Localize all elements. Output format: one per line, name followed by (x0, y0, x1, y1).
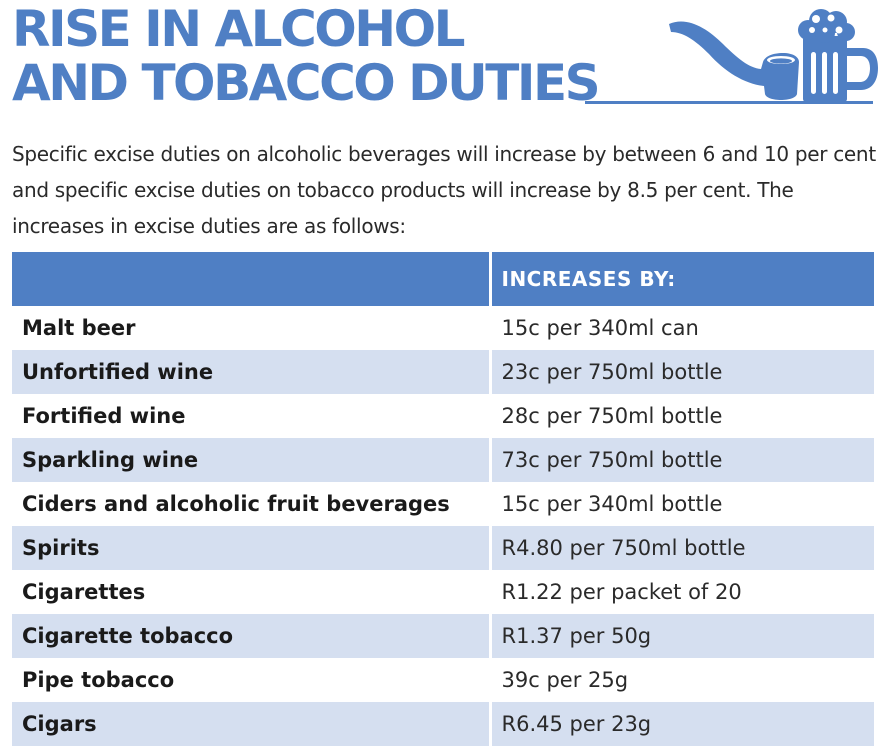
table-row: Pipe tobacco 39c per 25g (12, 658, 874, 702)
table-row: Cigarettes R1.22 per packet of 20 (12, 570, 874, 614)
pipe-icon (669, 21, 799, 101)
row-item: Sparkling wine (12, 438, 492, 482)
row-increase: 23c per 750ml bottle (490, 350, 874, 394)
table-row: Unfortified wine 23c per 750ml bottle (12, 350, 874, 394)
row-item: Unfortified wine (12, 350, 492, 394)
page-title: RISE IN ALCOHOL AND TOBACCO DUTIES (12, 0, 601, 112)
table-row: Malt beer 15c per 340ml can (12, 306, 874, 350)
table-row: Ciders and alcoholic fruit beverages 15c… (12, 482, 874, 526)
row-item: Fortified wine (12, 394, 492, 438)
row-item: Pipe tobacco (12, 658, 492, 702)
table-row: Spirits R4.80 per 750ml bottle (12, 526, 874, 570)
row-item: Cigarette tobacco (12, 614, 492, 658)
row-increase: R6.45 per 23g (490, 702, 874, 746)
row-increase: R1.37 per 50g (490, 614, 874, 658)
row-increase: 28c per 750ml bottle (490, 394, 874, 438)
row-item: Cigars (12, 702, 492, 746)
table-header-row: INCREASES BY: (12, 252, 874, 306)
title-underline (585, 101, 873, 104)
table-row: Sparkling wine 73c per 750ml bottle (12, 438, 874, 482)
header-increases-by: INCREASES BY: (490, 252, 874, 306)
row-item: Ciders and alcoholic fruit beverages (12, 482, 492, 526)
title-line-1: RISE IN ALCOHOL (12, 0, 466, 58)
row-item: Malt beer (12, 306, 492, 350)
row-increase: 39c per 25g (490, 658, 874, 702)
table-row: Cigarette tobacco R1.37 per 50g (12, 614, 874, 658)
duties-table: INCREASES BY: Malt beer 15c per 340ml ca… (12, 252, 874, 746)
beer-mug-icon (798, 9, 878, 102)
row-increase: 15c per 340ml bottle (490, 482, 874, 526)
row-increase: 15c per 340ml can (490, 306, 874, 350)
intro-paragraph: Specific excise duties on alcoholic beve… (12, 142, 876, 238)
row-item: Cigarettes (12, 570, 492, 614)
title-line-2: AND TOBACCO DUTIES (12, 54, 601, 112)
table-row: Fortified wine 28c per 750ml bottle (12, 394, 874, 438)
header-item (12, 252, 492, 306)
row-increase: 73c per 750ml bottle (490, 438, 874, 482)
table-row: Cigars R6.45 per 23g (12, 702, 874, 746)
row-increase: R1.22 per packet of 20 (490, 570, 874, 614)
header-illustration (669, 9, 878, 102)
row-item: Spirits (12, 526, 492, 570)
row-increase: R4.80 per 750ml bottle (490, 526, 874, 570)
